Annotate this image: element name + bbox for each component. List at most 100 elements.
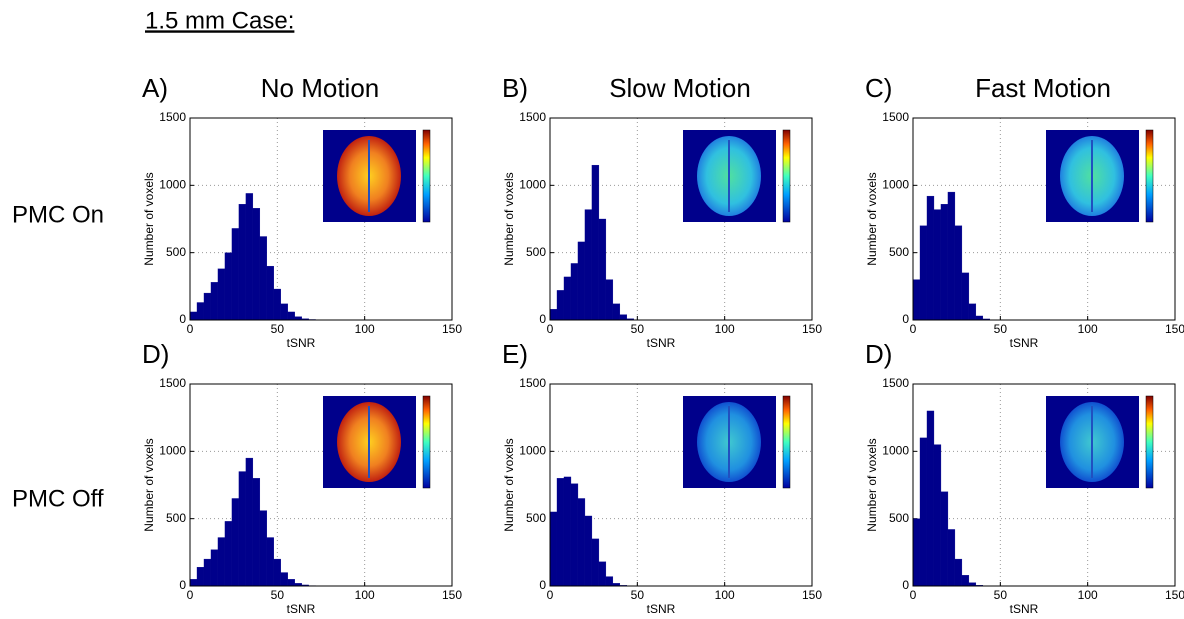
histogram-bar	[204, 293, 211, 320]
histogram-bar	[550, 512, 557, 586]
histogram-bar	[211, 282, 218, 320]
inset-colorbar	[1146, 130, 1153, 222]
y-tick-label: 1500	[882, 110, 909, 124]
x-tick-label: 150	[442, 588, 462, 602]
histogram-bar	[253, 478, 260, 586]
histogram-bar	[295, 317, 302, 320]
histogram-bar	[976, 316, 983, 320]
histogram-bar	[927, 411, 934, 586]
figure: 1.5 mm Case: PMC On PMC Off A)No Motion0…	[0, 0, 1184, 619]
y-tick-label: 0	[179, 578, 186, 592]
histogram-bar	[557, 478, 564, 586]
panel-label: E)	[502, 339, 528, 369]
histogram-bar	[920, 438, 927, 586]
histogram-bar	[267, 266, 274, 320]
histogram-bar	[550, 309, 557, 320]
row-label: PMC On	[12, 201, 104, 228]
x-axis-label: tSNR	[1010, 602, 1039, 616]
histogram-bar	[927, 196, 934, 320]
panel-title: Fast Motion	[975, 73, 1111, 103]
panel-label: A)	[142, 73, 168, 103]
x-tick-label: 50	[994, 322, 1008, 336]
histogram-bar	[288, 312, 295, 320]
histogram-bar	[913, 280, 920, 320]
y-tick-label: 1000	[519, 178, 546, 192]
histogram-bar	[578, 498, 585, 586]
histogram-bar	[204, 559, 211, 586]
y-tick-label: 500	[889, 245, 909, 259]
x-tick-label: 100	[1078, 588, 1098, 602]
y-tick-label: 500	[526, 511, 546, 525]
histogram-bar	[197, 567, 204, 586]
histogram-bar	[218, 269, 225, 320]
histogram-bar	[232, 498, 239, 586]
histogram-bar	[592, 539, 599, 586]
x-tick-label: 0	[187, 322, 194, 336]
histogram-bar	[934, 445, 941, 586]
histogram-bar	[962, 273, 969, 320]
histogram-bar	[599, 219, 606, 320]
x-tick-label: 150	[1165, 588, 1184, 602]
histogram-bar	[948, 192, 955, 320]
histogram-bar	[571, 263, 578, 320]
histogram-bar	[225, 521, 232, 586]
histogram-bar	[557, 290, 564, 320]
inset-colorbar	[423, 396, 430, 488]
inset-colorbar	[783, 130, 790, 222]
y-tick-label: 0	[539, 312, 546, 326]
y-tick-label: 1500	[882, 376, 909, 390]
panel-label: D)	[865, 339, 892, 369]
x-tick-label: 50	[271, 588, 285, 602]
y-tick-label: 1000	[882, 444, 909, 458]
histogram-bar	[948, 529, 955, 586]
x-tick-label: 0	[547, 588, 554, 602]
histogram-bar	[239, 204, 246, 320]
histogram-bar	[941, 204, 948, 320]
y-tick-label: 0	[539, 578, 546, 592]
panel: D)050100150050010001500tSNRNumber of vox…	[142, 339, 462, 616]
histogram-bar	[281, 573, 288, 586]
histogram-bar	[913, 519, 920, 586]
histogram-bar	[962, 575, 969, 586]
histogram-bar	[571, 484, 578, 586]
y-tick-label: 1500	[159, 110, 186, 124]
histogram-bar	[606, 577, 613, 586]
panel: B)Slow Motion050100150050010001500tSNRNu…	[502, 73, 822, 350]
inset-colorbar	[1146, 396, 1153, 488]
histogram-bar	[606, 280, 613, 320]
histogram-bar	[281, 304, 288, 320]
y-tick-label: 1500	[519, 110, 546, 124]
x-tick-label: 150	[442, 322, 462, 336]
y-tick-label: 1000	[882, 178, 909, 192]
y-tick-label: 0	[902, 578, 909, 592]
y-tick-label: 1000	[159, 444, 186, 458]
x-tick-label: 50	[271, 322, 285, 336]
x-tick-label: 0	[187, 588, 194, 602]
y-tick-label: 1500	[519, 376, 546, 390]
histogram-bar	[274, 289, 281, 320]
header: 1.5 mm Case:	[145, 7, 294, 34]
x-tick-label: 100	[1078, 322, 1098, 336]
histogram-bar	[246, 193, 253, 320]
panel-title: Slow Motion	[609, 73, 751, 103]
histogram-bar	[578, 242, 585, 320]
histogram-bar	[585, 516, 592, 586]
histogram-bar	[225, 253, 232, 320]
x-tick-label: 100	[355, 322, 375, 336]
histogram-bar	[955, 226, 962, 320]
x-tick-label: 0	[547, 322, 554, 336]
histogram-bar	[564, 277, 571, 320]
histogram-bar	[955, 559, 962, 586]
x-tick-label: 100	[715, 588, 735, 602]
histogram-bar	[941, 492, 948, 586]
panel-label: D)	[142, 339, 169, 369]
y-axis-label: Number of voxels	[502, 438, 516, 531]
y-tick-label: 500	[166, 245, 186, 259]
histogram-bar	[239, 472, 246, 586]
y-tick-label: 500	[526, 245, 546, 259]
x-axis-label: tSNR	[1010, 336, 1039, 350]
y-axis-label: Number of voxels	[142, 172, 156, 265]
